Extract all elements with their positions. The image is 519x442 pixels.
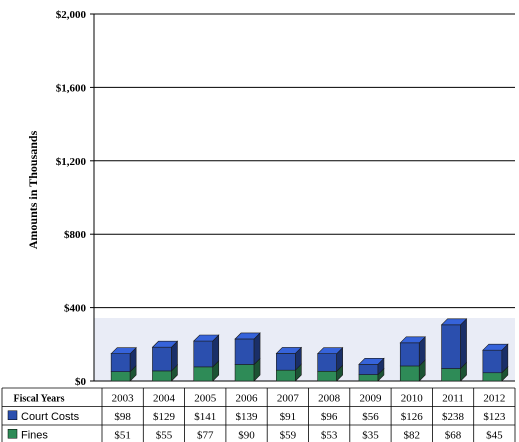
y-tick-label: $400 bbox=[64, 303, 87, 315]
table-year-cell: 2011 bbox=[442, 392, 464, 404]
bar-top bbox=[275, 347, 303, 354]
y-tick-label: $1,600 bbox=[56, 82, 87, 94]
bar-front bbox=[152, 370, 172, 382]
y-tick-labels: $0 $400 $800 $1,200 $1,600 $2,000 bbox=[56, 9, 87, 388]
table-value-cell: $51 bbox=[114, 429, 131, 441]
bar-segment-court-costs bbox=[399, 336, 426, 367]
bar-segment-court-costs bbox=[358, 357, 385, 376]
bar-front bbox=[152, 346, 172, 372]
table-value-cell: $59 bbox=[280, 429, 297, 441]
table-year-cell: 2007 bbox=[277, 392, 300, 404]
table-value-cell: $68 bbox=[445, 429, 462, 441]
bar-front bbox=[110, 371, 131, 382]
bar-top bbox=[151, 340, 179, 348]
table-value-cell: $53 bbox=[321, 429, 338, 441]
bar-segment-court-costs bbox=[234, 332, 261, 366]
table-value-cell: $82 bbox=[404, 429, 421, 441]
table-year-cell: 2006 bbox=[236, 392, 259, 404]
bar-top bbox=[358, 358, 385, 365]
bar-top bbox=[316, 347, 344, 354]
bar-front bbox=[276, 369, 296, 382]
bar-front bbox=[482, 372, 503, 382]
bar-top bbox=[234, 332, 261, 340]
table-year-cell: 2010 bbox=[401, 392, 424, 404]
bar-front bbox=[358, 364, 379, 375]
bar-top bbox=[193, 334, 220, 342]
bar-segment-court-costs bbox=[110, 346, 137, 373]
bar-segment-court-costs bbox=[440, 318, 468, 370]
table-value-cell: $126 bbox=[401, 411, 424, 423]
bar-front bbox=[193, 340, 214, 368]
table-value-cell: $238 bbox=[442, 411, 465, 423]
table-year-cell: 2005 bbox=[194, 392, 217, 404]
y-tick-label: $2,000 bbox=[56, 9, 87, 21]
bar-top bbox=[399, 336, 426, 344]
table-value-cell: $139 bbox=[236, 411, 259, 423]
bar-front bbox=[399, 342, 420, 367]
bar-top bbox=[482, 343, 509, 351]
bar-segment-court-costs bbox=[275, 346, 303, 371]
table-value-cell: $45 bbox=[486, 429, 503, 441]
table-value-cell: $77 bbox=[197, 429, 214, 441]
table-value-cell: $90 bbox=[238, 429, 255, 441]
bar-front bbox=[234, 338, 255, 365]
bar-top bbox=[440, 318, 468, 326]
bar-front bbox=[276, 353, 296, 371]
table-year-cell: 2003 bbox=[112, 392, 135, 404]
table-year-cell: 2012 bbox=[483, 392, 505, 404]
bar-front bbox=[234, 364, 255, 382]
bar-front bbox=[110, 353, 131, 372]
bar-segment-fines bbox=[399, 359, 426, 382]
bar-front bbox=[441, 324, 461, 369]
y-tick-label: $0 bbox=[75, 376, 87, 388]
bar-segment-court-costs bbox=[316, 346, 344, 372]
bar-segment-court-costs bbox=[193, 334, 220, 368]
bar-top bbox=[110, 347, 137, 354]
table-year-cell: 2004 bbox=[153, 392, 176, 404]
bar-front bbox=[317, 353, 337, 372]
bar-front bbox=[482, 349, 503, 374]
legend-swatch bbox=[7, 410, 18, 420]
table-value-cell: $129 bbox=[153, 411, 176, 423]
table-value-cell: $55 bbox=[156, 429, 173, 441]
table-year-cell: 2008 bbox=[318, 392, 341, 404]
table-value-cell: $35 bbox=[362, 429, 379, 441]
bar-segment-fines bbox=[234, 357, 261, 382]
table-value-cell: $98 bbox=[114, 411, 131, 423]
legend-swatch bbox=[7, 429, 18, 439]
table-value-cell: $91 bbox=[280, 411, 297, 423]
bar-segment-court-costs bbox=[151, 340, 179, 372]
y-axis-label: Amounts in Thousands bbox=[26, 130, 40, 249]
y-tick-label: $800 bbox=[64, 229, 87, 241]
data-table: Fiscal Years 2003 2004 2005 2006 2007 2008 2009… bbox=[1, 387, 516, 442]
bars bbox=[110, 318, 509, 382]
table-value-cell: $96 bbox=[321, 411, 338, 423]
bar-front bbox=[317, 370, 337, 382]
table-year-cell: 2009 bbox=[359, 392, 382, 404]
legend-label: Fines bbox=[21, 429, 48, 441]
bar-front bbox=[441, 368, 461, 382]
bar-side bbox=[460, 318, 467, 370]
table-value-cell: $141 bbox=[194, 411, 216, 423]
bar-front bbox=[399, 365, 420, 382]
bar-front bbox=[193, 366, 214, 382]
bar-segment-court-costs bbox=[482, 343, 509, 374]
table-header-label: Fiscal Years bbox=[13, 393, 64, 404]
bar-front bbox=[358, 374, 379, 382]
table-value-cell: $56 bbox=[362, 411, 379, 423]
legend-label: Court Costs bbox=[21, 411, 80, 423]
table-value-cell: $123 bbox=[483, 411, 506, 423]
y-tick-label: $1,200 bbox=[56, 156, 87, 168]
